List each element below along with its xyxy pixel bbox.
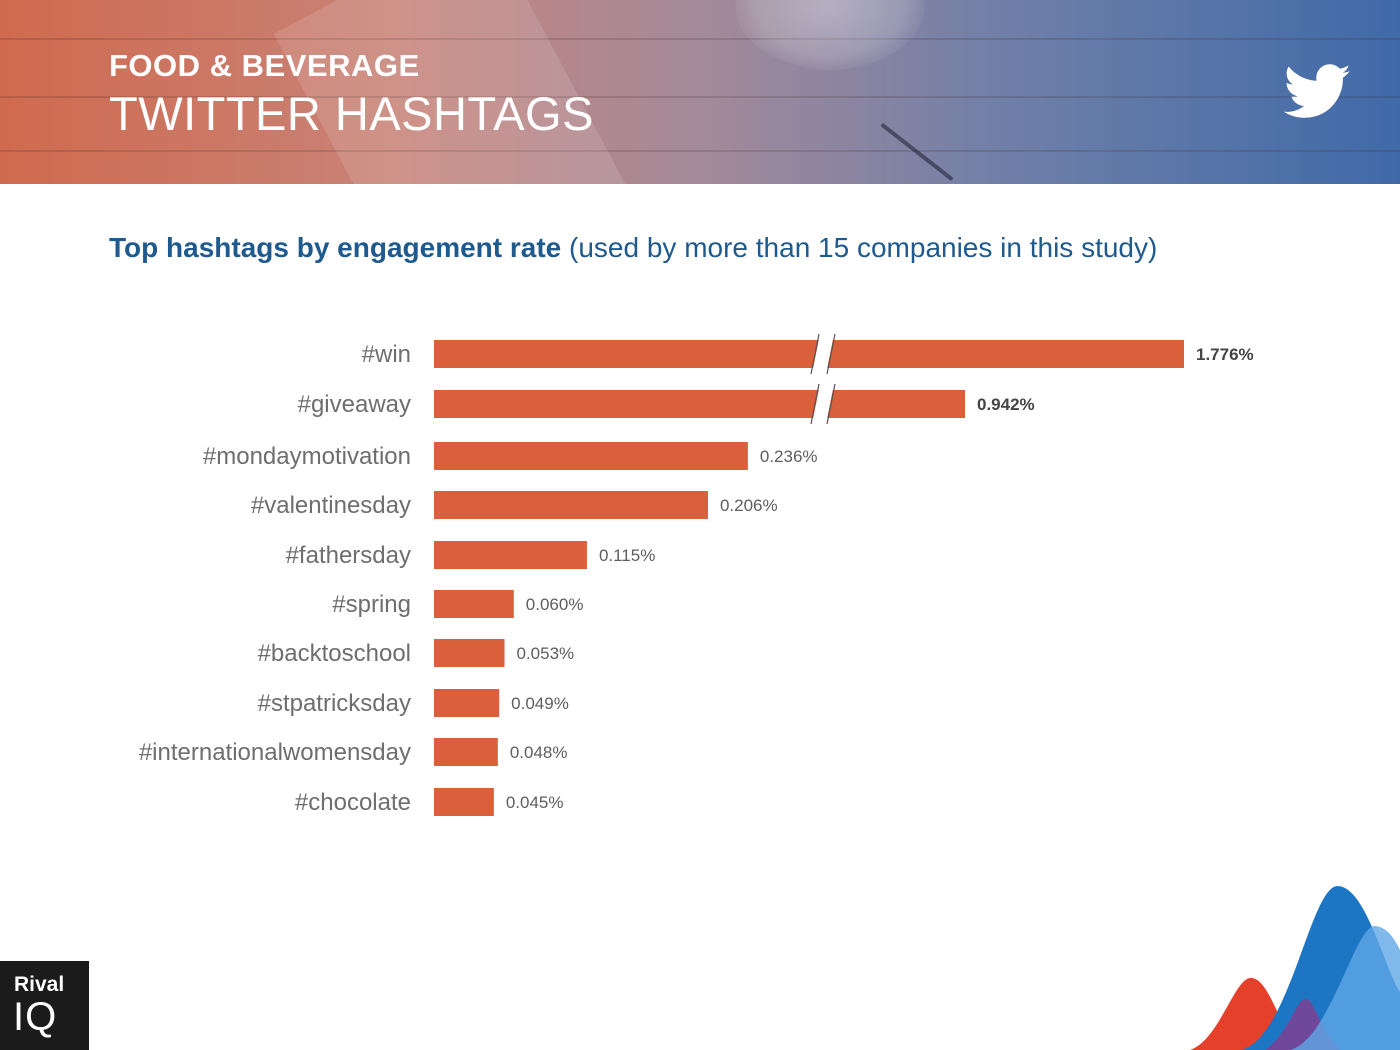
category-label-giveaway: #giveaway — [298, 391, 411, 418]
category-label-internationalwomensday: #internationalwomensday — [139, 739, 411, 766]
bar-chocolate — [434, 788, 494, 816]
category-label-fathersday: #fathersday — [286, 542, 411, 569]
wood-grain — [0, 96, 1400, 98]
bar-fathersday — [434, 541, 587, 569]
category-label-chocolate: #chocolate — [295, 789, 411, 816]
axis-break-line-left-win — [810, 333, 820, 375]
value-label-valentinesday: 0.206% — [720, 496, 778, 515]
value-label-stpatricksday: 0.049% — [511, 694, 569, 713]
bar-stpatricksday — [434, 689, 500, 717]
bar-valentinesday — [434, 491, 708, 519]
axis-break-win — [812, 334, 834, 374]
axis-break-giveaway — [812, 384, 834, 424]
category-label-valentinesday: #valentinesday — [251, 492, 411, 519]
category-label-backtoschool: #backtoschool — [258, 640, 411, 667]
bar-giveaway — [434, 390, 965, 418]
value-label-backtoschool: 0.053% — [516, 644, 574, 663]
category-label-spring: #spring — [332, 591, 411, 618]
wave-light-blue — [1290, 925, 1400, 1050]
twitter-bird-icon — [1284, 64, 1351, 118]
axis-break-line-right-win — [826, 333, 836, 375]
header-banner: FOOD & BEVERAGE TWITTER HASHTAGS — [0, 0, 1400, 184]
category-label-win: #win — [362, 341, 411, 368]
value-label-spring: 0.060% — [526, 595, 584, 614]
header-title: TWITTER HASHTAGS — [109, 87, 594, 140]
bar-backtoschool — [434, 639, 505, 667]
subtitle-bold: Top hashtags by engagement rate — [109, 232, 562, 263]
chart-subtitle: Top hashtags by engagement rate (used by… — [109, 232, 1157, 264]
bar-internationalwomensday — [434, 738, 498, 766]
axis-break-line-right-giveaway — [826, 383, 836, 425]
subtitle-qualifier: (used by more than 15 companies in this … — [569, 232, 1158, 263]
value-label-fathersday: 0.115% — [599, 546, 655, 565]
category-label-mondaymotivation: #mondaymotivation — [203, 443, 411, 470]
axis-break-line-left-giveaway — [810, 383, 820, 425]
bar-mondaymotivation — [434, 442, 748, 470]
logo-line2: IQ — [13, 995, 58, 1039]
decorative-waves — [1190, 885, 1400, 1050]
wood-grain — [0, 38, 1400, 40]
wood-grain — [0, 150, 1400, 152]
value-label-mondaymotivation: 0.236% — [760, 447, 818, 466]
rival-iq-logo: Rival IQ — [0, 961, 89, 1050]
logo-line1: Rival — [14, 973, 65, 996]
value-label-chocolate: 0.045% — [506, 793, 564, 812]
value-label-internationalwomensday: 0.048% — [510, 743, 568, 762]
value-label-giveaway: 0.942% — [977, 395, 1035, 414]
header-kicker: FOOD & BEVERAGE — [109, 48, 420, 83]
bar-spring — [434, 590, 514, 618]
bar-win — [434, 340, 1184, 368]
category-label-stpatricksday: #stpatricksday — [258, 690, 411, 717]
value-label-win: 1.776% — [1196, 345, 1254, 364]
